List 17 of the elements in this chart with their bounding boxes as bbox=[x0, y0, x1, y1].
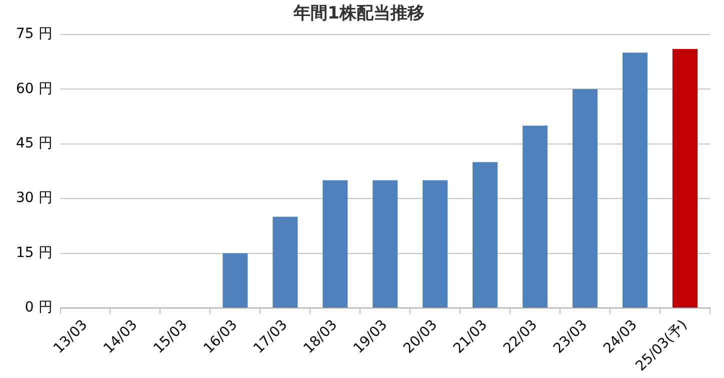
bar bbox=[322, 180, 348, 308]
bar bbox=[472, 162, 498, 308]
y-tick-label: 60 円 bbox=[16, 80, 52, 97]
y-tick-label: 15 円 bbox=[16, 244, 52, 261]
bar bbox=[622, 52, 648, 308]
y-tick-label: 0 円 bbox=[24, 300, 52, 316]
bar bbox=[372, 180, 398, 308]
y-tick-label: 30 円 bbox=[16, 190, 52, 206]
bar bbox=[272, 216, 298, 308]
bar bbox=[422, 180, 448, 308]
y-tick-label: 75 円 bbox=[16, 26, 52, 42]
chart-title: 年間1株配当推移 bbox=[292, 4, 424, 24]
bar bbox=[222, 253, 248, 308]
bar bbox=[522, 126, 548, 308]
bar bbox=[572, 89, 598, 308]
y-tick-label: 45 円 bbox=[16, 135, 52, 152]
bar bbox=[672, 48, 698, 308]
